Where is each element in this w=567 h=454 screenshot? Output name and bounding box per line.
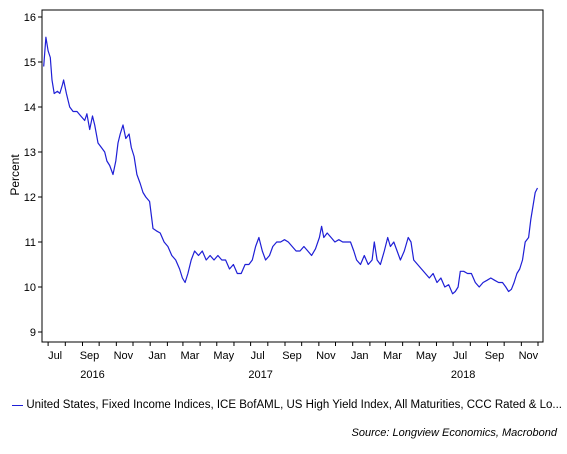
x-axis: Jul Sep Nov Jan Mar May Jul Sep Nov Jan Mar May Jul S… — [47, 342, 539, 381]
x-tick-label: Nov — [519, 350, 539, 362]
source-note: Source: Longview Economics, Macrobond — [351, 427, 557, 439]
x-year-label: 2018 — [451, 369, 475, 381]
x-tick-label: Jul — [48, 350, 62, 362]
x-tick-label: Mar — [180, 350, 199, 362]
plot-frame — [41, 9, 544, 343]
y-tick-label: 11 — [25, 237, 36, 249]
legend: United States, Fixed Income Indices, ICE… — [12, 396, 562, 414]
series-line — [43, 36, 539, 295]
legend-label: United States, Fixed Income Indices, ICE… — [26, 399, 562, 411]
y-axis: 9 10 11 12 13 14 15 16 — [24, 12, 42, 339]
y-tick-label: 16 — [24, 12, 36, 24]
x-tick-label: Jul — [251, 350, 265, 362]
x-tick-label: Jan — [351, 350, 369, 362]
y-axis-title: Percent — [8, 154, 22, 196]
x-tick-label: May — [213, 350, 234, 362]
x-year-label: 2017 — [248, 369, 272, 381]
x-tick-label: Nov — [316, 350, 336, 362]
y-tick-label: 9 — [30, 327, 36, 339]
y-tick-label: 13 — [24, 147, 36, 159]
y-tick-label: 14 — [24, 102, 36, 114]
x-tick-label: Mar — [383, 350, 402, 362]
y-tick-label: 10 — [24, 282, 36, 294]
x-tick-label: Jan — [148, 350, 166, 362]
x-tick-label: Sep — [485, 350, 505, 362]
line-chart: Percent 9 10 11 12 13 14 15 16 Jul Sep Nov Jan Mar M… — [8, 9, 544, 381]
x-tick-label: Sep — [282, 350, 302, 362]
x-tick-label: Sep — [80, 350, 100, 362]
y-tick-label: 15 — [24, 57, 36, 69]
x-tick-label: Jul — [453, 350, 467, 362]
legend-line-swatch — [12, 404, 24, 406]
x-tick-label: May — [416, 350, 437, 362]
x-year-label: 2016 — [80, 369, 104, 381]
x-tick-label: Nov — [114, 350, 134, 362]
y-tick-label: 12 — [24, 192, 36, 204]
